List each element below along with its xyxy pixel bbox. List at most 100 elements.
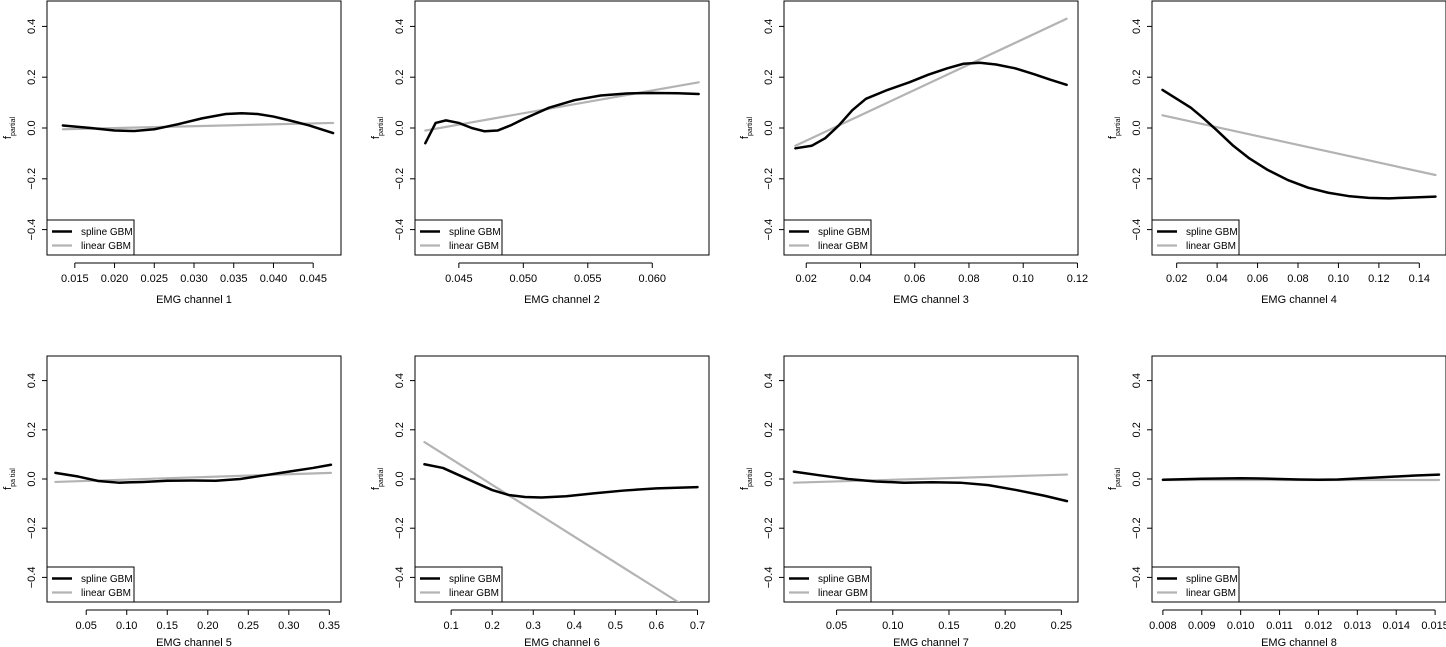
y-tick-label: 0.0 [26,120,38,135]
y-tick-label: 0.4 [26,373,38,388]
y-axis-label-main: f [739,486,751,490]
x-tick-label: 0.2 [485,620,500,632]
y-axis-label-subscript: partial [1115,467,1122,487]
x-tick-label: 0.4 [567,620,582,632]
legend-label-linear: linear GBM [449,588,499,599]
y-tick-label: 0.2 [394,422,406,437]
legend-label-spline: spline GBM [1186,574,1238,585]
y-tick-label: −0.4 [763,219,775,241]
x-tick-label: 0.05 [826,620,847,632]
x-tick-label: 0.14 [1409,273,1430,285]
y-axis-label-main: f [2,135,14,139]
series-line-spline-gbm [54,463,333,484]
x-tick-label: 0.1 [443,620,458,632]
series-line-spline-gbm [61,112,335,135]
y-tick-label: 0.2 [26,70,38,85]
y-tick-label: 0.4 [763,19,775,34]
x-tick-label: 0.02 [1166,273,1187,285]
plot-frame [1151,0,1446,256]
y-axis-label: fpartial [1107,116,1122,139]
x-axis-label: EMG channel 7 [893,637,969,647]
legend-label-linear: linear GBM [818,588,868,599]
y-tick-label: 0.2 [1131,422,1143,437]
legend-label-spline: spline GBM [81,227,133,238]
legend-box [783,566,872,603]
y-axis-label-subscript: partial [747,467,754,487]
legend-box [414,219,503,256]
y-tick-label: 0.4 [1131,19,1143,34]
y-tick-label: −0.2 [1131,168,1143,190]
y-tick-label: 0.2 [1131,70,1143,85]
y-axis-label: fpartial [739,467,754,490]
x-tick-label: 0.020 [101,273,129,285]
series-line-spline-gbm [792,470,1069,503]
y-axis-label-main: f [1107,135,1119,139]
x-axis-label: EMG channel 4 [1261,294,1337,306]
y-axis-label-subscript: partial [378,116,385,136]
x-tick-label: 0.10 [882,620,903,632]
series-line-spline-gbm [1161,88,1437,200]
x-tick-label: 0.12 [1368,273,1389,285]
x-tick-label: 0.011 [1266,620,1293,632]
x-tick-label: 0.15 [157,620,178,632]
x-tick-label: 0.009 [1188,620,1216,632]
x-tick-label: 0.015 [1421,620,1446,632]
x-axis-label: EMG channel 2 [524,294,600,306]
x-tick-label: 0.014 [1382,620,1410,632]
x-tick-label: 0.045 [299,273,327,285]
plot-frame [414,355,710,603]
y-tick-label: −0.4 [394,567,406,589]
y-tick-label: −0.4 [394,219,406,241]
y-axis-label: fpartial [370,116,385,139]
y-axis-label-subscript: partial [747,116,754,136]
y-tick-label: −0.4 [1131,567,1143,589]
x-tick-label: 0.06 [1247,273,1268,285]
x-tick-label: 0.04 [1206,273,1227,285]
x-tick-label: 0.3 [526,620,541,632]
y-tick-label: 0.4 [1131,373,1143,388]
legend-label-linear: linear GBM [1186,588,1236,599]
y-tick-label: −0.2 [763,168,775,190]
y-tick-label: 0.4 [26,19,38,34]
y-axis-label-main: f [1107,486,1119,490]
x-tick-label: 0.012 [1305,620,1333,632]
y-tick-label: 0.4 [394,373,406,388]
y-tick-label: −0.4 [26,219,38,241]
x-axis-label: EMG channel 5 [156,637,232,647]
x-tick-label: 0.25 [1051,620,1072,632]
chart-panel-1: −0.4 −0.2 0.0 0.2 0.4 0.015 0.020 0.025 0.030 0.0… [2,0,342,306]
x-tick-label: 0.7 [690,620,705,632]
legend-label-linear: linear GBM [81,241,131,252]
series-line-spline-gbm [1161,473,1441,481]
x-tick-label: 0.04 [850,273,871,285]
legend-label-linear: linear GBM [1186,241,1236,252]
y-axis-label-main: f [2,486,14,490]
y-tick-label: −0.2 [1131,517,1143,539]
y-tick-label: 0.0 [763,120,775,135]
x-tick-label: 0.08 [1287,273,1308,285]
y-tick-label: −0.4 [1131,219,1143,241]
x-tick-label: 0.35 [319,620,340,632]
y-tick-label: 0.0 [763,471,775,486]
legend-label-linear: linear GBM [449,241,499,252]
y-tick-label: −0.4 [26,567,38,589]
chart-panel-7: −0.4 −0.2 0.0 0.2 0.4 0.05 0.10 0.15 0.20 0.25 EMG… [739,355,1079,647]
legend-label-spline: spline GBM [818,227,870,238]
y-axis-label-subscript: partial [1115,116,1122,136]
chart-panel-5: −0.4 −0.2 0.0 0.2 0.4 0.05 0.10 0.15 0.20 0.25 0.3… [2,355,342,647]
legend-box [783,219,872,256]
legend-box [1151,566,1240,603]
x-tick-label: 0.010 [1227,620,1255,632]
y-axis-label: fpartial [1107,467,1122,490]
x-tick-label: 0.050 [510,273,538,285]
y-axis-label-subscript: pa tial [10,468,17,487]
chart-panel-4: −0.4 −0.2 0.0 0.2 0.4 0.02 0.04 0.06 0.08 0.10 0.1… [1107,0,1446,306]
plot-frame [783,0,1079,256]
y-tick-label: 0.2 [394,70,406,85]
x-tick-label: 0.20 [197,620,218,632]
series-line-linear-gbm [1161,114,1437,177]
x-axis-label: EMG channel 8 [1261,637,1337,647]
x-tick-label: 0.013 [1344,620,1372,632]
x-axis-label: EMG channel 3 [893,294,969,306]
